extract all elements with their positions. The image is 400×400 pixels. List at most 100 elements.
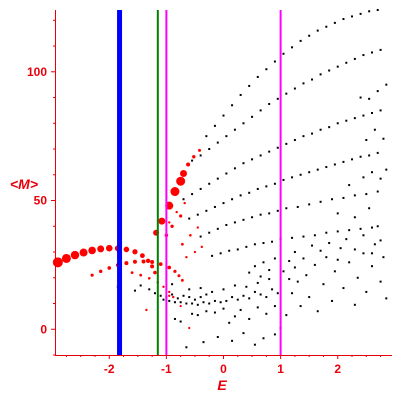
data-point bbox=[268, 102, 271, 105]
data-point bbox=[219, 252, 222, 255]
data-point bbox=[133, 289, 136, 292]
data-point bbox=[336, 212, 339, 215]
data-point bbox=[262, 337, 265, 340]
data-point bbox=[373, 243, 376, 246]
x-axis-ticks: -2 -1 0 1 2 bbox=[65, 355, 382, 376]
data-point bbox=[265, 185, 268, 188]
data-point bbox=[379, 280, 382, 283]
data-point bbox=[180, 169, 188, 177]
data-point bbox=[339, 247, 342, 250]
data-point bbox=[256, 306, 259, 309]
data-point bbox=[173, 269, 177, 273]
data-point bbox=[233, 221, 236, 224]
data-point bbox=[90, 273, 94, 277]
data-point bbox=[328, 126, 331, 129]
data-point bbox=[353, 216, 356, 219]
data-point bbox=[276, 146, 279, 149]
data-point bbox=[365, 193, 368, 196]
data-point bbox=[173, 301, 176, 304]
data-point bbox=[124, 261, 129, 266]
data-point bbox=[356, 276, 359, 279]
data-point bbox=[353, 194, 356, 197]
data-point bbox=[348, 229, 351, 232]
data-point bbox=[170, 187, 180, 197]
data-point bbox=[176, 297, 179, 300]
data-point bbox=[231, 296, 234, 299]
data-point bbox=[253, 290, 256, 293]
data-point bbox=[196, 303, 199, 306]
data-point bbox=[162, 285, 165, 288]
data-point bbox=[316, 310, 319, 313]
data-point bbox=[288, 278, 291, 281]
data-point bbox=[273, 182, 276, 185]
data-point bbox=[371, 51, 374, 54]
data-point bbox=[262, 261, 265, 264]
data-point bbox=[342, 287, 345, 290]
data-point bbox=[296, 280, 299, 283]
data-point bbox=[282, 52, 285, 55]
data-point bbox=[216, 177, 219, 180]
data-point bbox=[225, 299, 228, 302]
data-point bbox=[191, 302, 194, 305]
data-point bbox=[61, 253, 71, 263]
data-point bbox=[251, 115, 254, 118]
y-tick-label: 50 bbox=[34, 194, 48, 208]
data-point bbox=[248, 297, 251, 300]
data-point bbox=[123, 246, 130, 253]
data-point bbox=[239, 194, 242, 197]
data-point bbox=[362, 234, 365, 237]
data-point bbox=[385, 168, 388, 171]
data-point bbox=[368, 10, 371, 13]
data-point bbox=[302, 135, 305, 138]
data-point bbox=[379, 177, 382, 180]
data-point bbox=[251, 158, 254, 161]
data-point bbox=[285, 207, 288, 210]
data-point bbox=[179, 301, 182, 304]
data-point bbox=[259, 293, 262, 296]
data-point bbox=[253, 243, 256, 246]
data-point bbox=[359, 155, 362, 158]
data-point bbox=[183, 201, 186, 205]
data-point bbox=[233, 128, 236, 131]
data-point bbox=[325, 166, 328, 169]
data-point bbox=[353, 248, 356, 251]
data-point bbox=[132, 249, 138, 255]
data-point bbox=[308, 296, 311, 299]
data-point bbox=[302, 82, 305, 85]
data-point bbox=[105, 244, 113, 252]
data-point bbox=[167, 265, 172, 270]
data-point bbox=[316, 168, 319, 171]
data-point bbox=[189, 233, 192, 237]
data-point bbox=[216, 335, 219, 338]
data-point bbox=[353, 303, 356, 306]
data-point bbox=[293, 266, 296, 269]
data-point bbox=[351, 15, 354, 18]
data-point bbox=[382, 137, 385, 140]
data-point bbox=[276, 209, 279, 212]
data-point bbox=[359, 96, 362, 99]
data-point bbox=[107, 266, 112, 270]
data-point bbox=[242, 162, 245, 165]
data-point bbox=[345, 119, 348, 122]
data-point bbox=[268, 269, 271, 272]
data-point bbox=[328, 69, 331, 72]
data-point bbox=[130, 271, 134, 275]
data-point bbox=[175, 210, 178, 214]
data-point bbox=[150, 264, 155, 269]
data-point bbox=[208, 148, 211, 151]
data-point bbox=[373, 128, 376, 131]
data-point bbox=[351, 158, 354, 161]
data-point bbox=[168, 299, 171, 302]
data-point bbox=[322, 283, 325, 286]
x-axis-title: E bbox=[217, 377, 227, 393]
data-point bbox=[236, 298, 239, 301]
data-point bbox=[233, 167, 236, 170]
data-point bbox=[242, 332, 245, 335]
data-point bbox=[379, 239, 382, 242]
data-point bbox=[162, 298, 165, 301]
data-point bbox=[242, 218, 245, 221]
data-point bbox=[248, 191, 251, 194]
data-point bbox=[276, 97, 279, 100]
data-point bbox=[302, 257, 305, 260]
data-point bbox=[316, 29, 319, 32]
